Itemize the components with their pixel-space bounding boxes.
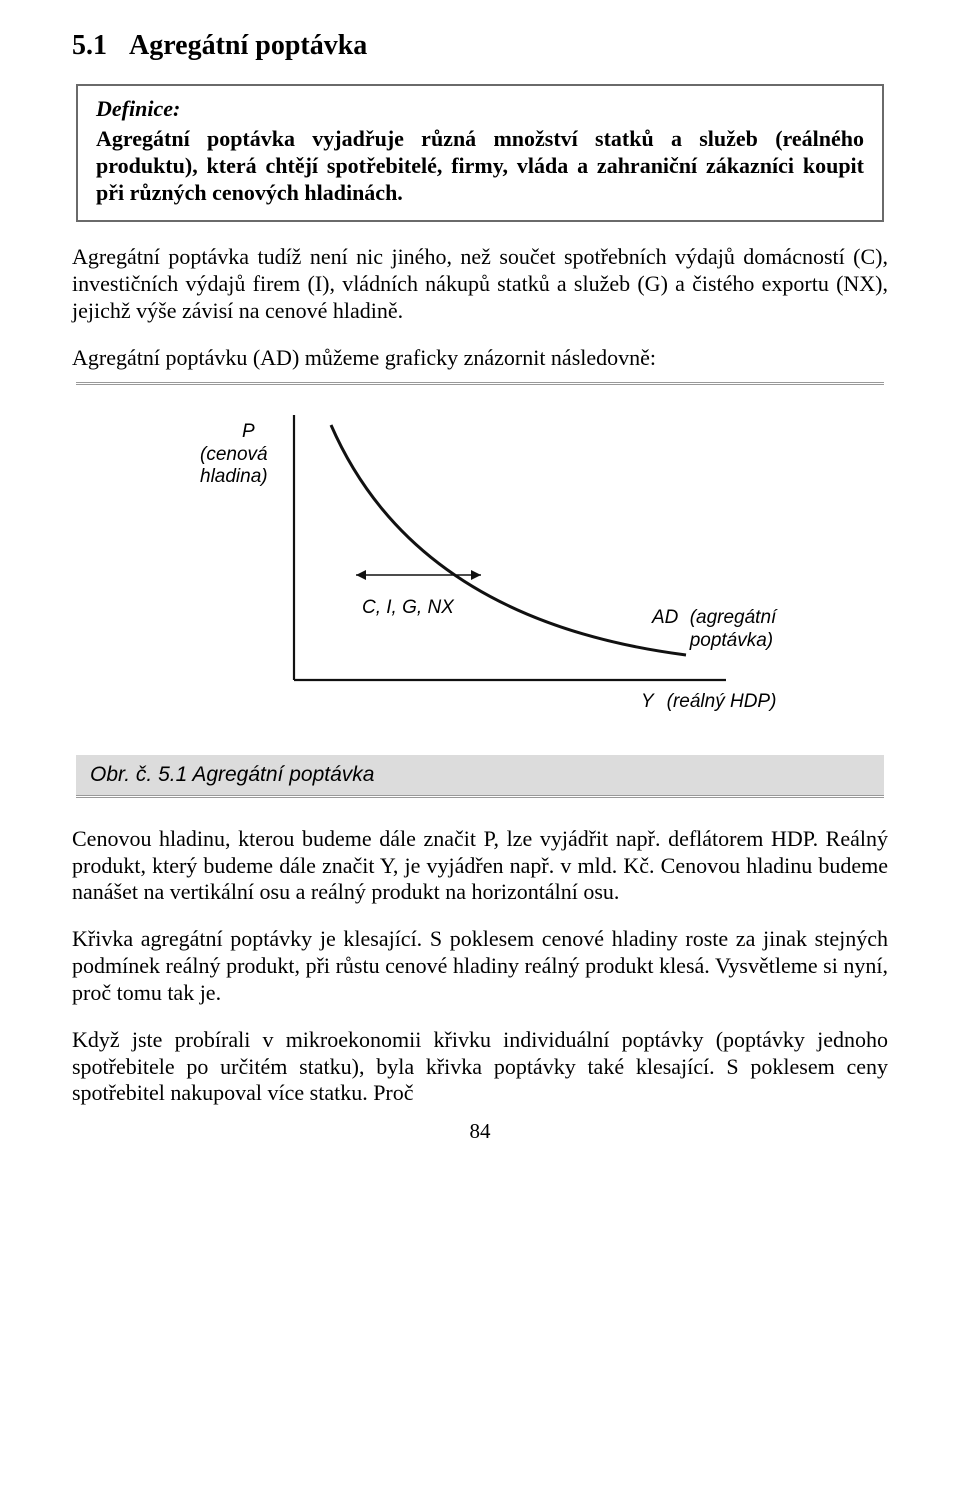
curve-label: AD (agregátní poptávka) — [652, 607, 776, 653]
x-axis-letter: Y — [641, 691, 653, 712]
x-axis-sub: (reálný HDP) — [667, 691, 777, 712]
curve-letter: AD — [652, 607, 678, 628]
definition-body: Agregátní poptávka vyjadřuje různá množs… — [96, 126, 864, 206]
y-axis-sub: (cenová hladina) — [200, 444, 268, 490]
definition-box: Definice: Agregátní poptávka vyjadřuje r… — [76, 84, 884, 222]
page-number: 84 — [72, 1119, 888, 1144]
diagram-container: P (cenová hladina) C, I, G, NX AD (agreg… — [76, 382, 884, 798]
section-title-text: Agregátní poptávka — [129, 30, 367, 61]
definition-label: Definice: — [96, 96, 864, 122]
y-axis-label: P (cenová hladina) — [200, 421, 268, 489]
section-number: 5.1 — [72, 30, 107, 61]
y-axis-letter: P — [242, 421, 268, 444]
section-heading: 5.1 Agregátní poptávka — [72, 30, 888, 62]
paragraph-3: Cenovou hladinu, kterou budeme dále znač… — [72, 826, 888, 906]
paragraph-2: Agregátní poptávku (AD) můžeme graficky … — [72, 345, 888, 372]
diagram-body: P (cenová hladina) C, I, G, NX AD (agreg… — [76, 385, 884, 755]
curve-sub: (agregátní poptávka) — [690, 607, 777, 653]
paragraph-5: Když jste probírali v mikroekonomii křiv… — [72, 1027, 888, 1107]
x-axis-label: Y (reálný HDP) — [641, 691, 776, 714]
document-page: 5.1 Agregátní poptávka Definice: Agregátn… — [0, 0, 960, 1488]
curve-components-label: C, I, G, NX — [362, 597, 454, 620]
paragraph-1: Agregátní poptávka tudíž není nic jiného… — [72, 244, 888, 324]
paragraph-4: Křivka agregátní poptávky je klesající. … — [72, 926, 888, 1006]
diagram-caption: Obr. č. 5.1 Agregátní poptávka — [76, 755, 884, 795]
